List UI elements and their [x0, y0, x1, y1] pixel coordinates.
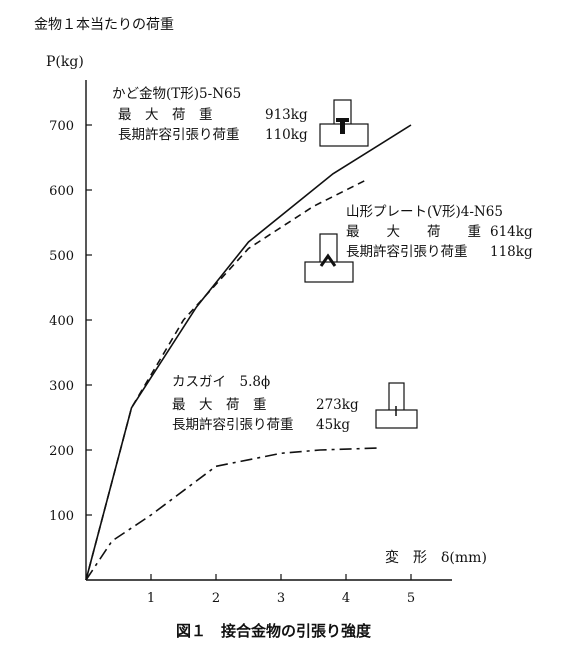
- annotation-t-allow-label: 長期許容引張り荷重: [118, 126, 240, 143]
- x-tick-label: 4: [342, 591, 350, 606]
- annotation-k-allow-value: 45kg: [316, 417, 350, 433]
- annotation-v-allow-value: 118kg: [490, 244, 533, 260]
- x-ticks: 1 2 3 4 5: [147, 574, 415, 606]
- annotation-t-connector: かど金物(T形)5-N65 最 大 荷 重 913kg 長期許容引張り荷重 11…: [112, 86, 308, 143]
- annotation-kasugai: カスガイ 5.8ϕ 最 大 荷 重 273kg 長期許容引張り荷重 45kg: [172, 374, 359, 433]
- v-plate-icon: [304, 233, 354, 283]
- x-tick-label: 2: [212, 591, 220, 606]
- annotation-k-title: カスガイ 5.8ϕ: [172, 374, 270, 390]
- y-tick-label: 500: [49, 249, 74, 264]
- annotation-v-plate: 山形プレート(V形)4-N65 最 大 荷 重 614kg 長期許容引張り荷重 …: [346, 204, 533, 260]
- x-tick-label: 5: [407, 591, 415, 606]
- y-tick-label: 600: [49, 184, 74, 199]
- series-line-1: [85, 179, 366, 581]
- top-title: 金物１本当たりの荷重: [34, 17, 174, 33]
- y-tick-label: 200: [49, 444, 74, 459]
- y-tick-label: 400: [49, 314, 74, 329]
- series-line-0: [85, 124, 412, 581]
- y-tick-label: 100: [49, 509, 74, 524]
- y-axis-label: P(kg): [46, 54, 84, 70]
- annotation-t-max-label: 最 大 荷 重: [118, 107, 213, 123]
- series-layer: [85, 124, 412, 581]
- annotation-k-max-label: 最 大 荷 重: [172, 397, 267, 413]
- x-axis-label: 変 形 δ(mm): [385, 549, 487, 566]
- x-tick-label: 3: [277, 591, 285, 606]
- annotation-k-allow-label: 長期許容引張り荷重: [172, 416, 294, 433]
- y-ticks: 100 200 300 400 500 600 700: [49, 119, 92, 524]
- x-tick-label: 1: [147, 591, 155, 606]
- t-connector-icon: [319, 99, 369, 147]
- annotation-v-max-label: 最 大 荷 重: [346, 224, 481, 240]
- y-tick-label: 700: [49, 119, 74, 134]
- annotation-v-max-value: 614kg: [490, 224, 533, 240]
- annotation-v-title: 山形プレート(V形)4-N65: [346, 204, 503, 220]
- annotation-k-max-value: 273kg: [316, 397, 359, 413]
- annotation-t-max-value: 913kg: [265, 107, 308, 123]
- kasugai-icon: [375, 382, 418, 429]
- series-line-2: [85, 447, 379, 581]
- y-tick-label: 300: [49, 379, 74, 394]
- annotation-v-allow-label: 長期許容引張り荷重: [346, 243, 468, 260]
- figure-caption: 図１ 接合金物の引張り強度: [176, 622, 372, 640]
- annotation-t-allow-value: 110kg: [265, 127, 308, 143]
- annotation-t-title: かど金物(T形)5-N65: [112, 86, 241, 102]
